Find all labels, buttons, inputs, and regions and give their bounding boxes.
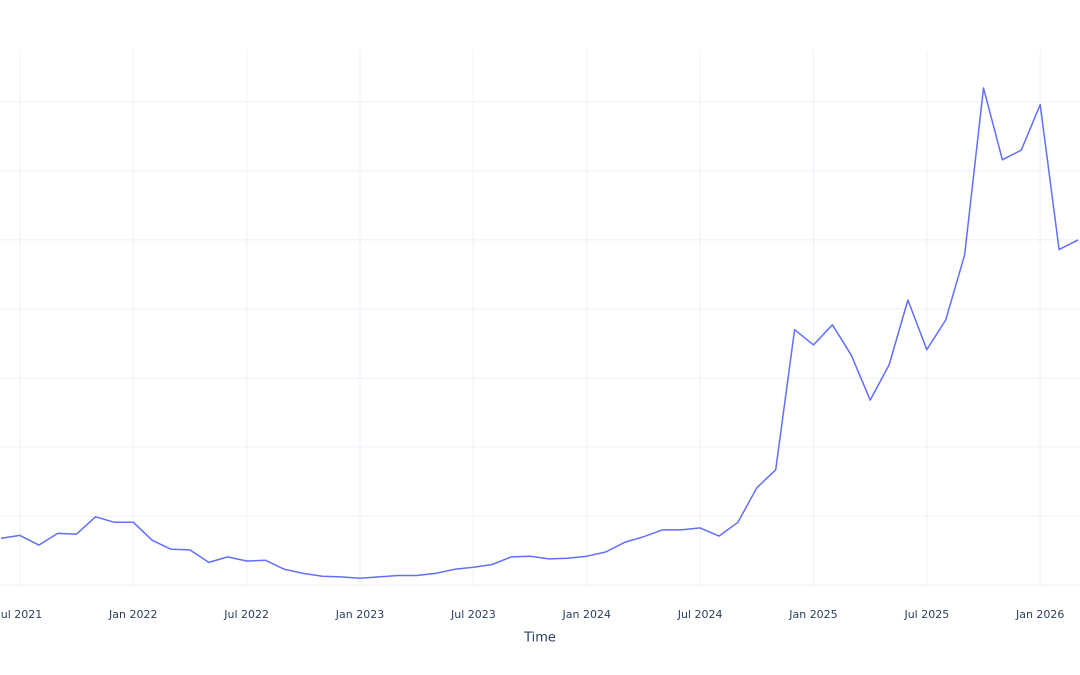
x-tick-label: Jan 2026 [1015, 608, 1064, 621]
x-tick-label: Jul 2023 [450, 608, 496, 621]
x-tick-label: Jan 2022 [108, 608, 157, 621]
x-tick-label: Jan 2025 [788, 608, 837, 621]
x-tick-label: Jan 2024 [562, 608, 611, 621]
line-series [0, 87, 1079, 580]
x-tick-label: Jul 2022 [223, 608, 269, 621]
x-tick-label: Jul 2024 [677, 608, 723, 621]
x-tick-label: Jan 2023 [335, 608, 384, 621]
x-tick-label: Jul 2021 [0, 608, 42, 621]
x-axis-title: Time [523, 631, 556, 646]
x-tick-label: Jul 2025 [903, 608, 949, 621]
